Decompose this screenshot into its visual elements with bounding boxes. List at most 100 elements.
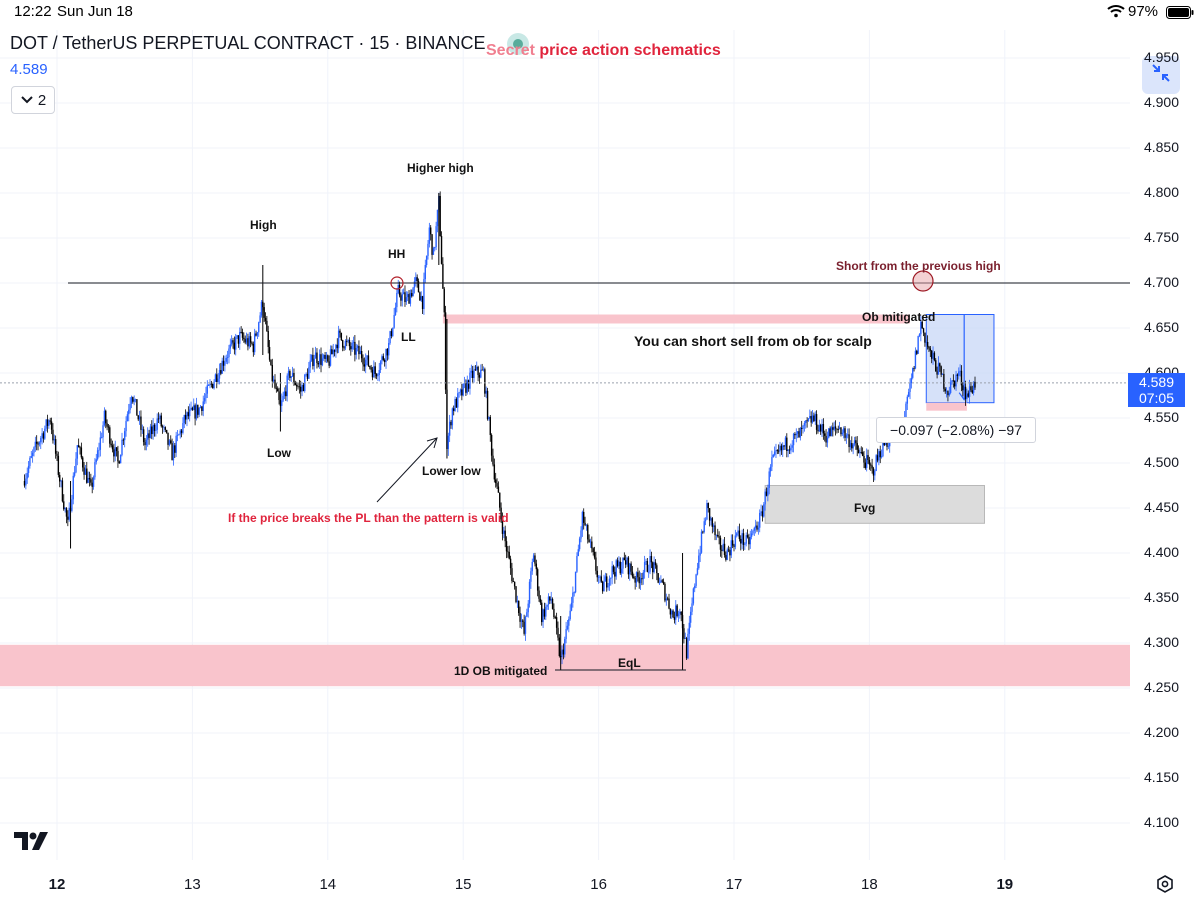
candle-body: [252, 343, 255, 353]
candle-body: [541, 602, 543, 623]
indicators-toggle-button[interactable]: 2: [11, 86, 55, 114]
candle-body: [416, 277, 418, 282]
candle-body: [619, 561, 621, 574]
candle-body: [562, 649, 565, 655]
candle-body: [494, 479, 497, 484]
candle-body: [824, 433, 826, 436]
candle-body: [782, 445, 784, 451]
candle-body: [290, 376, 292, 378]
candle-body: [484, 369, 486, 394]
candle-body: [925, 341, 927, 343]
candle-body: [685, 638, 688, 659]
candle-body: [624, 560, 627, 565]
candle-body: [408, 294, 410, 304]
candle-body: [819, 425, 822, 432]
candle-body: [607, 585, 609, 588]
candle-body: [654, 562, 657, 566]
candle-body: [233, 342, 236, 350]
candle-body: [321, 358, 324, 366]
candle-body: [360, 350, 363, 359]
candle-body: [853, 440, 856, 445]
candle-body: [224, 361, 226, 366]
short-marker: [912, 270, 934, 292]
candle-body: [551, 598, 554, 609]
candle-body: [545, 606, 547, 617]
gear-icon[interactable]: [1156, 875, 1174, 898]
candle-body: [79, 447, 81, 449]
candle-body: [511, 568, 513, 582]
candle-body: [679, 611, 681, 614]
candle-body: [213, 381, 215, 389]
candle-body: [801, 427, 803, 429]
candle-body: [784, 437, 787, 447]
candle-body: [109, 427, 111, 444]
price-candles: [23, 191, 976, 670]
candle-body: [432, 248, 435, 255]
candle-body: [764, 491, 766, 505]
candle-body: [542, 609, 544, 623]
candle-body: [83, 467, 85, 475]
candle-body: [722, 543, 724, 551]
price-label: 4.750: [1143, 229, 1179, 245]
chart-drawings: [0, 270, 1130, 671]
candle-body: [647, 571, 650, 573]
candle-body: [734, 535, 737, 547]
candle-body: [847, 434, 849, 436]
candle-body: [72, 475, 74, 500]
candle-body: [151, 426, 153, 435]
candle-body: [440, 236, 443, 264]
short-position-stop: [926, 402, 967, 411]
symbol-title[interactable]: DOT / TetherUS PERPETUAL CONTRACT · 15 ·…: [10, 33, 486, 53]
candle-body: [568, 619, 570, 626]
candle-body: [532, 555, 535, 562]
candle-body: [905, 403, 907, 418]
candle-body: [509, 558, 512, 569]
candle-body: [543, 609, 546, 617]
candle-body: [530, 571, 532, 582]
candle-body: [141, 429, 144, 431]
candle-body: [107, 426, 110, 428]
candle-body: [102, 425, 104, 438]
candle-body: [186, 412, 188, 420]
candle-body: [239, 331, 241, 344]
candle-body: [683, 628, 685, 639]
candle-body: [741, 533, 743, 544]
candle-body: [268, 346, 271, 360]
tradingview-logo[interactable]: [14, 830, 50, 857]
candle-body: [550, 598, 552, 601]
candle-body: [841, 432, 844, 435]
watermark-first-word: Secret: [486, 42, 535, 59]
fit-screen-button[interactable]: [1142, 56, 1180, 94]
candle-body: [661, 580, 663, 582]
candle-body: [244, 339, 246, 343]
candle-body: [798, 431, 800, 438]
candle-body: [249, 336, 252, 343]
candle-body: [348, 340, 351, 347]
candle-body: [641, 578, 643, 580]
candle-body: [806, 420, 808, 422]
candle-body: [462, 383, 464, 396]
candle-body: [477, 366, 479, 376]
candle-body: [666, 598, 669, 600]
candle-body: [662, 581, 665, 584]
candle-body: [657, 573, 659, 583]
candle-body: [133, 399, 135, 402]
candle-body: [643, 561, 646, 573]
candle-body: [121, 439, 123, 455]
candle-body: [665, 598, 667, 601]
candle-body: [524, 616, 527, 634]
candle-body: [844, 428, 846, 438]
candle-body: [775, 450, 777, 452]
candle-body: [711, 518, 714, 527]
candle-body: [660, 580, 662, 583]
candle-body: [783, 445, 785, 447]
candle-body: [597, 577, 600, 578]
candle-body: [222, 360, 225, 366]
wifi-icon: [1107, 4, 1125, 22]
candle-body: [538, 590, 540, 599]
candle-body: [415, 277, 417, 282]
candle-body: [779, 445, 781, 452]
candle-body: [485, 390, 487, 394]
candle-body: [156, 418, 158, 430]
